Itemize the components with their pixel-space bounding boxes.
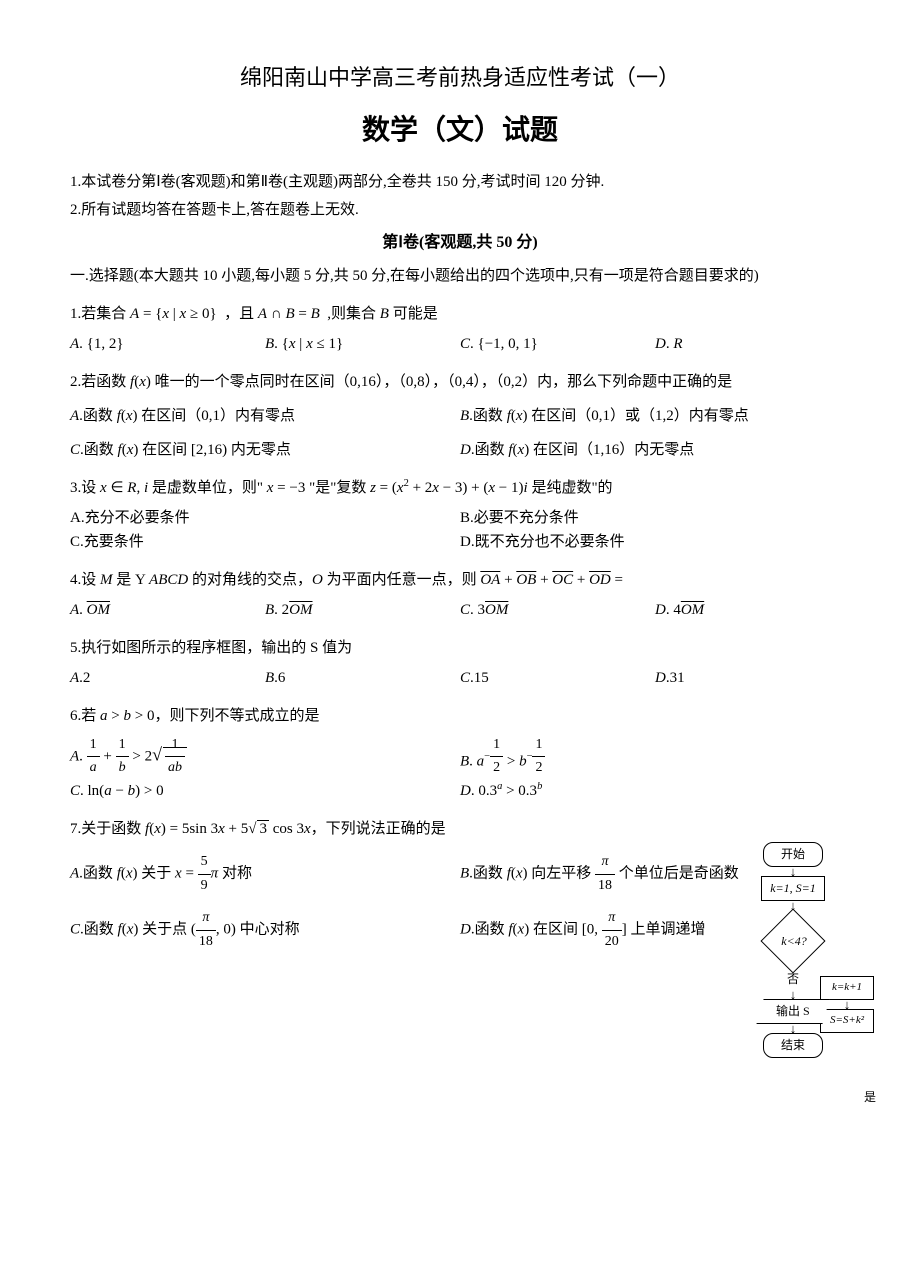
instruction-2: 2.所有试题均答在答题卡上,答在题卷上无效. (70, 198, 850, 222)
q1-stem-mid: ，且 (224, 306, 258, 322)
q2-stem: 2.若函数 f(x) 唯一的一个零点同时在区间（0,16），（0,8），（0,4… (70, 374, 732, 390)
arrow-icon: ↓ (718, 867, 868, 876)
q5-option-d: D.31 (655, 666, 850, 690)
q5-option-b: B.6 (265, 666, 460, 690)
q6-option-c: C. ln(a − b) > 0 (70, 779, 460, 803)
exam-subtitle: 数学（文）试题 (70, 109, 850, 154)
flowchart-end: 结束 (763, 1033, 823, 1058)
q4-option-b: B. 2OM (265, 598, 460, 622)
q2-option-c: C.函数 f(x) 在区间 [2,16) 内无零点 (70, 438, 460, 462)
q4-option-c: C. 3OM (460, 598, 655, 622)
q3-stem: 3.设 x ∈ R, i 是虚数单位，则" x = −3 "是"复数 z = (… (70, 480, 613, 496)
q2-option-a: A.函数 f(x) 在区间（0,1）内有零点 (70, 404, 460, 428)
q6-option-d: D. 0.3a > 0.3b (460, 779, 850, 803)
question-1: 1.若集合 A = {x | x ≥ 0} ，且 A ∩ B = B ,则集合 … (70, 302, 850, 356)
exam-title: 绵阳南山中学高三考前热身适应性考试（一） (70, 60, 850, 95)
q1-stem-post: ,则集合 B 可能是 (327, 306, 437, 322)
q4-option-d: D. 4OM (655, 598, 850, 622)
q6-option-a: A. 1a + 1b > 2√1ab (70, 734, 460, 780)
section1-desc: 一.选择题(本大题共 10 小题,每小题 5 分,共 50 分,在每小题给出的四… (70, 264, 850, 288)
q5-option-a: A.2 (70, 666, 265, 690)
q7-stem: 7.关于函数 f(x) = 5sin 3x + 5√3 cos 3x，下列说法正… (70, 821, 446, 837)
flowchart-yes-label: 是 (864, 1088, 876, 1107)
q3-option-d: D.既不充分也不必要条件 (460, 530, 850, 554)
q3-option-c: C.充要条件 (70, 530, 460, 554)
q6-option-b: B. a−12 > b−12 (460, 734, 850, 780)
q5-option-c: C.15 (460, 666, 655, 690)
flowchart-condition: k<4? (760, 909, 825, 974)
question-3: 3.设 x ∈ R, i 是虚数单位，则" x = −3 "是"复数 z = (… (70, 476, 850, 554)
q4-option-a: A. OM (70, 598, 265, 622)
question-6: 6.若 a > b > 0，则下列不等式成立的是 A. 1a + 1b > 2√… (70, 704, 850, 804)
q1-option-a: A. {1, 2} (70, 332, 265, 356)
q1-option-c: C. {−1, 0, 1} (460, 332, 655, 356)
q4-stem: 4.设 M 是 Y ABCD 的对角线的交点，O 为平面内任意一点，则 OA +… (70, 572, 623, 588)
question-4: 4.设 M 是 Y ABCD 的对角线的交点，O 为平面内任意一点，则 OA +… (70, 568, 850, 622)
flowchart: 开始 ↓ k=1, S=1 ↓ k=k+1 ↓ S=S+k² k<4? 是 否 … (718, 842, 868, 1058)
question-2: 2.若函数 f(x) 唯一的一个零点同时在区间（0,16），（0,8），（0,4… (70, 370, 850, 462)
q3-option-a: A.充分不必要条件 (70, 506, 460, 530)
q5-stem: 5.执行如图所示的程序框图，输出的 S 值为 (70, 640, 352, 656)
flowchart-output: 输出 S (756, 999, 829, 1024)
q1-option-b: B. {x | x ≤ 1} (265, 332, 460, 356)
question-5: 5.执行如图所示的程序框图，输出的 S 值为 A.2 B.6 C.15 D.31 (70, 636, 850, 690)
flowchart-loop: k=k+1 ↓ S=S+k² (820, 976, 874, 1032)
q7-option-c: C.函数 f(x) 关于点 (π18, 0) 中心对称 (70, 907, 460, 953)
q2-option-d: D.函数 f(x) 在区间（1,16）内无零点 (460, 438, 850, 462)
q1-option-d: D. R (655, 332, 850, 356)
q2-option-b: B.函数 f(x) 在区间（0,1）或（1,2）内有零点 (460, 404, 850, 428)
q3-option-b: B.必要不充分条件 (460, 506, 850, 530)
q7-option-a: A.函数 f(x) 关于 x = 59π 对称 (70, 851, 460, 897)
q6-stem: 6.若 a > b > 0，则下列不等式成立的是 (70, 708, 319, 724)
instruction-1: 1.本试卷分第Ⅰ卷(客观题)和第Ⅱ卷(主观题)两部分,全卷共 150 分,考试时… (70, 170, 850, 194)
section1-header: 第Ⅰ卷(客观题,共 50 分) (70, 230, 850, 256)
flowchart-step2: S=S+k² (820, 1009, 874, 1033)
q1-stem-pre: 1.若集合 (70, 306, 130, 322)
